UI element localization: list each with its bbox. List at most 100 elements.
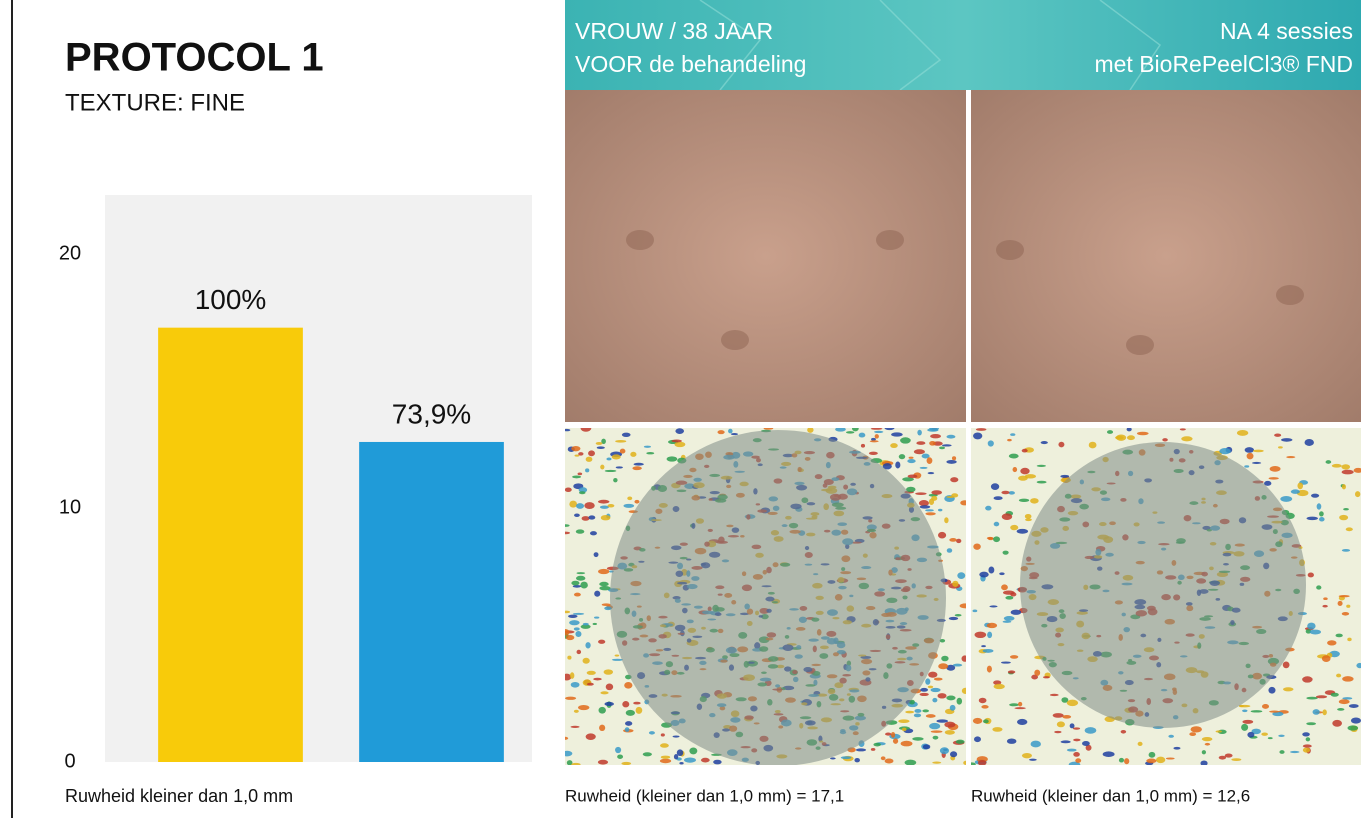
heat-blob [587, 683, 594, 686]
heat-blob [873, 743, 880, 747]
heat-blob [1037, 465, 1046, 467]
heat-blob [1253, 450, 1264, 453]
heat-blob [646, 452, 654, 454]
heat-blob [1308, 573, 1314, 578]
heat-blob [1347, 725, 1358, 730]
heat-blob [576, 503, 584, 509]
heat-blob [1031, 741, 1041, 748]
heat-blob [598, 500, 610, 504]
heat-blob [1241, 724, 1248, 731]
heat-blob [1019, 499, 1029, 502]
heat-blob [1014, 707, 1026, 709]
heat-blob [942, 444, 952, 446]
heat-blob [625, 727, 630, 732]
heat-blob [1009, 703, 1019, 706]
heat-blob [1007, 738, 1016, 743]
heat-blob [1317, 503, 1322, 509]
heat-blob [1017, 529, 1029, 534]
heat-blob [861, 444, 865, 448]
heat-blob [1303, 744, 1312, 747]
heat-blob [1337, 708, 1344, 711]
heat-blob [1268, 737, 1273, 739]
heat-blob [674, 442, 685, 447]
header-text: VROUW / 38 JAAR [575, 18, 773, 44]
heat-blob [660, 743, 669, 748]
heat-blob [979, 698, 987, 703]
heat-blob [1336, 674, 1341, 678]
heat-blob [928, 472, 935, 474]
heat-blob [988, 567, 994, 574]
heat-blob [1180, 428, 1186, 430]
heat-blob [1010, 655, 1018, 659]
heat-blob [717, 430, 724, 434]
heat-blob [975, 632, 987, 638]
heat-blob [929, 441, 936, 446]
heat-blob [713, 760, 721, 765]
heat-blob [946, 695, 955, 700]
heat-blob [612, 659, 623, 661]
heat-blob [960, 603, 972, 608]
heat-blob [633, 702, 641, 705]
heat-blob [1332, 464, 1342, 468]
heat-blob [571, 682, 580, 688]
heat-blob [1306, 722, 1316, 725]
heat-blob [1302, 732, 1310, 736]
heat-blob [1280, 496, 1292, 502]
heat-blob [1041, 441, 1048, 444]
heat-blob [644, 446, 651, 448]
heat-blob [807, 427, 813, 433]
heat-blob [622, 701, 629, 707]
heat-blob [1242, 720, 1253, 724]
heat-blob [566, 635, 575, 640]
heat-blob [1342, 697, 1352, 699]
heat-blob [1001, 491, 1009, 494]
heat-blob [1262, 704, 1269, 709]
heat-blob [1274, 433, 1281, 436]
heat-blob [938, 532, 946, 539]
heat-blob [1085, 727, 1097, 734]
heat-blob [1302, 676, 1312, 682]
heat-blob [578, 705, 589, 710]
heat-blob [956, 740, 965, 744]
heat-blob [1003, 551, 1009, 555]
heat-blob [599, 707, 606, 714]
heat-blob [1306, 517, 1318, 521]
heat-blob [581, 425, 592, 431]
heat-blob [914, 709, 921, 713]
heat-blob [1043, 676, 1050, 678]
heat-blob [890, 443, 898, 448]
heat-blob [869, 452, 878, 455]
heat-blob [575, 631, 581, 637]
heat-blob [946, 460, 956, 464]
heat-blob [1261, 733, 1268, 736]
heat-blob [1346, 605, 1350, 608]
heat-blob [1307, 623, 1315, 630]
heat-blob [1339, 699, 1350, 704]
heat-blob [563, 429, 570, 431]
page: PROTOCOL 1 TEXTURE: FINE Ruwheid kleiner… [0, 0, 1361, 818]
heat-blob [570, 672, 574, 679]
heat-blob [1316, 695, 1327, 698]
skin-spot [626, 230, 654, 250]
heat-blob [1323, 597, 1327, 600]
heat-blob [929, 425, 939, 431]
heat-blob [600, 465, 604, 470]
heat-blob [989, 605, 997, 607]
heat-blob [612, 454, 621, 459]
heat-blob [1326, 460, 1332, 464]
heat-blob [634, 500, 639, 504]
heat-blob [940, 747, 949, 754]
heat-blob [1173, 747, 1180, 750]
heat-blob [1252, 462, 1261, 464]
heat-blob [1336, 634, 1343, 638]
skin-spot [721, 330, 749, 350]
heat-blob [898, 719, 909, 723]
heat-blob [601, 515, 611, 520]
heat-blob [931, 730, 943, 732]
heat-blob [590, 531, 597, 535]
heat-blob [1244, 465, 1249, 467]
heat-blob [615, 654, 620, 656]
heat-blob [1303, 747, 1310, 752]
heat-blob [885, 426, 895, 430]
heat-blob [582, 516, 590, 521]
